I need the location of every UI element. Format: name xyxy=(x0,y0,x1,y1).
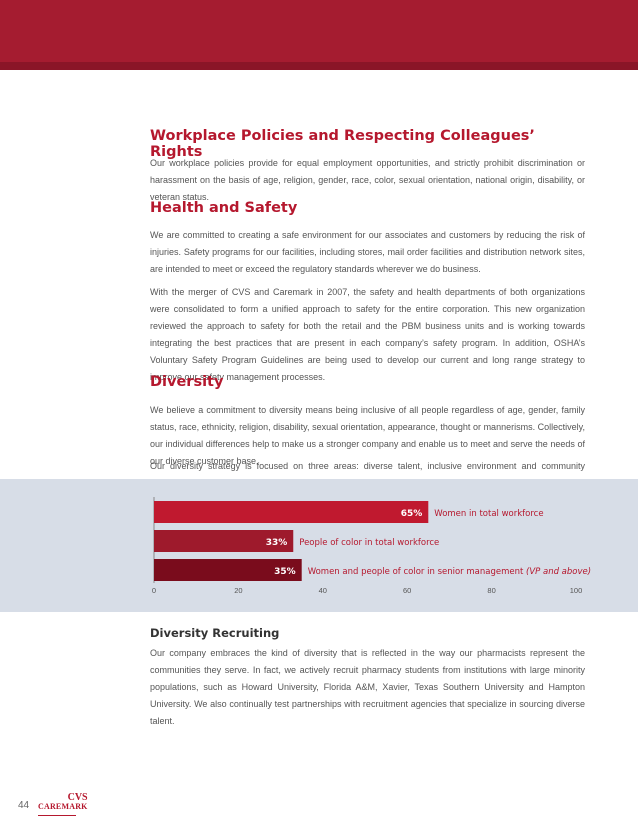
chart-x-tick-label-6: 100 xyxy=(570,586,583,595)
heading-diversity: Diversity xyxy=(150,374,224,390)
chart-value-label-2: 33% xyxy=(266,538,288,548)
cvs-caremark-logo: CVS CAREMARK xyxy=(38,792,88,812)
header-band-strip xyxy=(0,62,638,70)
header-band xyxy=(0,0,638,70)
chart-x-tick-label-5: 80 xyxy=(487,586,495,595)
chart-category-label-3: Women and people of color in senior mana… xyxy=(308,567,591,577)
paragraph-health-safety-1: We are committed to creating a safe envi… xyxy=(150,230,585,274)
paragraph-health-safety-2: With the merger of CVS and Caremark in 2… xyxy=(150,287,585,382)
chart-value-label-1: 65% xyxy=(401,509,423,519)
chart-category-note-3: (VP and above) xyxy=(523,567,591,577)
chart-x-tick-label-4: 60 xyxy=(403,586,411,595)
page-number: 44 xyxy=(18,800,30,811)
heading-diversity-recruiting: Diversity Recruiting xyxy=(150,626,280,640)
diversity-bar-chart: 65% Women in total workforce 33% People of … xyxy=(152,497,591,595)
paragraph-workplace-policies: Our workplace policies provide for equal… xyxy=(150,158,585,202)
chart-x-tick-label-2: 20 xyxy=(234,586,242,595)
chart-category-label-1: Women in total workforce xyxy=(434,509,543,519)
chart-bar-1 xyxy=(154,501,429,523)
logo-underline xyxy=(38,815,76,816)
logo-caremark-text: CAREMARK xyxy=(38,802,88,811)
chart-x-tick-label-1: 0 xyxy=(152,586,156,595)
heading-workplace-policies: Workplace Policies and Respecting Collea… xyxy=(150,128,535,160)
heading-health-safety: Health and Safety xyxy=(150,200,298,216)
chart-bar-2 xyxy=(154,530,294,552)
logo-cvs-text: CVS xyxy=(67,792,88,803)
paragraph-diversity-recruiting: Our company embraces the kind of diversi… xyxy=(150,648,585,726)
chart-bar-3 xyxy=(154,559,302,581)
chart-x-tick-label-3: 40 xyxy=(319,586,327,595)
chart-value-label-3: 35% xyxy=(274,567,296,577)
chart-category-label-2: People of color in total workforce xyxy=(299,538,439,548)
paragraph-diversity-1: We believe a commitment to diversity mea… xyxy=(150,405,585,466)
